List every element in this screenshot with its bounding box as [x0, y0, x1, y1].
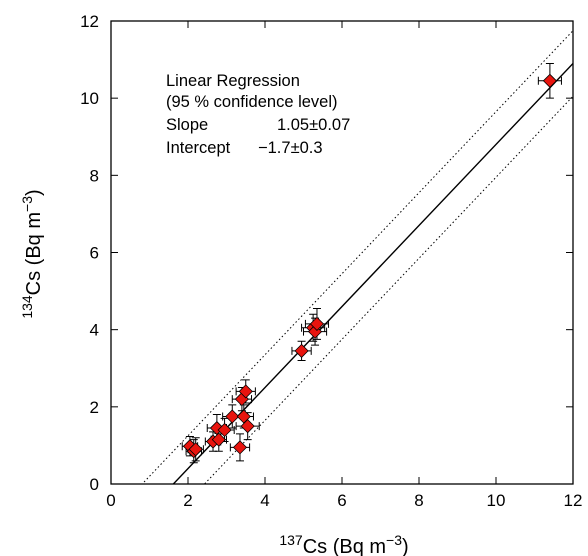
- y-axis-label-main: Cs (Bq m: [23, 212, 45, 295]
- x-tick-label-0: 0: [106, 491, 115, 510]
- y-axis-label: 134Cs (Bq m−3): [19, 189, 45, 318]
- y-tick-label-8: 8: [90, 166, 99, 185]
- plot-frame: [110, 20, 574, 485]
- y-tick-label-0: 0: [90, 475, 99, 494]
- y-axis-label-unit-superscript: −3: [19, 196, 35, 212]
- x-tick-label-8: 8: [414, 491, 423, 510]
- data-point-9: [232, 440, 248, 455]
- annotation-confidence: (95 % confidence level): [166, 93, 338, 111]
- data-point-7: [217, 422, 232, 438]
- x-axis-label-isotope-superscript: 137: [279, 532, 303, 548]
- data-point-18: [542, 73, 557, 88]
- y-axis-label-isotope-superscript: 134: [19, 295, 35, 319]
- x-axis-label-close: ): [402, 536, 409, 556]
- data-point-3: [188, 442, 203, 457]
- annotation-intercept-value: −1.7±0.3: [258, 139, 323, 157]
- confidence-band-lower: [203, 95, 573, 484]
- annotation-intercept-label: Intercept: [166, 139, 231, 157]
- y-tick-label-4: 4: [90, 321, 99, 340]
- annotation-slope-value: 1.05±0.07: [277, 116, 350, 134]
- y-tick-label-10: 10: [80, 89, 99, 108]
- data-point-12: [238, 384, 253, 399]
- x-tick-label-12: 12: [564, 491, 583, 510]
- data-point-8: [225, 409, 240, 424]
- regression-annotation: Linear Regression (95 % confidence level…: [166, 72, 350, 157]
- regression-line: [172, 62, 573, 484]
- data-point-13: [240, 419, 255, 434]
- data-point-17: [309, 316, 325, 331]
- y-tick-label-12: 12: [80, 12, 99, 31]
- x-axis-label-main: Cs (Bq m: [303, 536, 386, 556]
- y-tick-label-2: 2: [90, 398, 99, 417]
- data-point-14: [294, 343, 309, 358]
- annotation-title: Linear Regression: [166, 72, 300, 90]
- x-tick-label-6: 6: [337, 491, 346, 510]
- annotation-slope-label: Slope: [166, 116, 208, 134]
- x-axis-label-unit-superscript: −3: [386, 532, 402, 548]
- y-axis-label-close: ): [23, 189, 45, 196]
- data-point-6: [211, 432, 226, 447]
- x-tick-label-10: 10: [487, 491, 506, 510]
- x-tick-label-2: 2: [183, 491, 192, 510]
- y-tick-label-6: 6: [90, 244, 99, 263]
- x-axis-label: 137Cs (Bq m−3): [279, 532, 408, 556]
- x-tick-label-4: 4: [260, 491, 269, 510]
